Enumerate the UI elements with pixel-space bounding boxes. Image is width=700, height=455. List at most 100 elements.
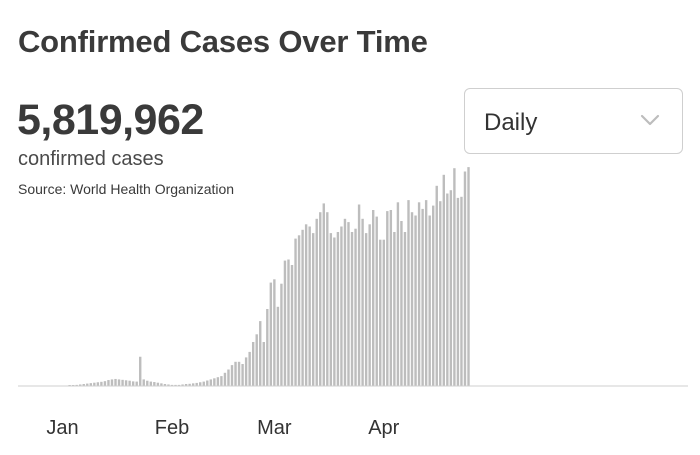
- bar: [375, 216, 378, 386]
- bar: [364, 233, 368, 386]
- bar: [326, 212, 329, 386]
- bar: [128, 380, 131, 386]
- bar: [93, 382, 96, 386]
- bar: [184, 384, 188, 386]
- bar: [400, 221, 403, 386]
- bar: [82, 384, 85, 386]
- bar: [251, 342, 255, 386]
- bar: [460, 196, 463, 386]
- bar: [379, 239, 382, 386]
- bar: [308, 226, 311, 386]
- bar: [244, 357, 248, 386]
- bar: [343, 218, 347, 386]
- bar: [389, 210, 393, 386]
- bar: [276, 306, 280, 386]
- page-title: Confirmed Cases Over Time: [18, 24, 428, 59]
- bar: [234, 361, 237, 386]
- bar: [403, 232, 407, 386]
- bar: [177, 384, 181, 386]
- bar: [424, 200, 428, 386]
- total-cases-label: confirmed cases: [18, 148, 164, 170]
- bar: [319, 212, 322, 386]
- bar: [442, 174, 445, 386]
- bar: [248, 351, 251, 386]
- bar: [396, 202, 400, 386]
- bar: [439, 201, 442, 386]
- bar: [446, 193, 449, 386]
- bar: [174, 384, 177, 386]
- interval-dropdown[interactable]: Daily: [464, 88, 683, 154]
- bar: [117, 379, 121, 386]
- bar: [421, 208, 424, 386]
- bar: [107, 380, 110, 386]
- bar: [156, 382, 160, 386]
- bar: [393, 232, 396, 386]
- bar: [347, 222, 350, 386]
- bar: [301, 229, 304, 386]
- bar: [407, 200, 410, 386]
- bar: [414, 215, 417, 386]
- bar: [417, 202, 421, 386]
- bar: [146, 380, 149, 386]
- total-cases-value: 5,819,962: [17, 96, 204, 144]
- bar: [230, 365, 234, 386]
- bar: [153, 382, 156, 386]
- bar: [435, 185, 438, 386]
- daily-cases-chart: Jan Feb Mar Apr: [18, 167, 688, 439]
- source-attribution: Source: World Health Organization: [18, 181, 235, 197]
- bar: [96, 382, 100, 386]
- bar: [220, 376, 223, 386]
- bar: [266, 309, 269, 386]
- bar: [121, 379, 124, 386]
- bar: [86, 383, 89, 386]
- bar: [311, 233, 315, 386]
- bar: [209, 379, 213, 386]
- bar: [382, 239, 385, 386]
- bar: [170, 384, 174, 386]
- bar: [354, 228, 357, 386]
- bar: [329, 233, 333, 386]
- bar: [322, 203, 325, 386]
- bar: [386, 211, 389, 386]
- bar: [135, 381, 138, 386]
- bar: [100, 381, 103, 386]
- interval-dropdown-value: Daily: [484, 109, 538, 136]
- chart-bars: [68, 167, 470, 386]
- bar: [432, 205, 435, 386]
- bar: [361, 218, 364, 386]
- bar: [110, 379, 114, 386]
- bar: [213, 378, 216, 386]
- bar: [142, 379, 145, 386]
- bar: [195, 382, 198, 386]
- bar: [188, 383, 191, 386]
- bar: [75, 384, 78, 386]
- bar: [269, 282, 273, 386]
- bar: [336, 232, 340, 386]
- bar: [368, 224, 371, 386]
- bar: [467, 167, 470, 386]
- bar: [463, 171, 467, 386]
- bar: [340, 226, 343, 386]
- bar: [273, 279, 276, 386]
- x-axis-ticks: Jan Feb Mar Apr: [46, 417, 399, 439]
- x-tick-label: Apr: [368, 417, 399, 439]
- bar: [259, 321, 262, 386]
- bar: [290, 265, 294, 386]
- bar: [410, 212, 414, 386]
- bar: [357, 204, 361, 386]
- bar: [287, 259, 290, 386]
- bar: [103, 381, 107, 386]
- bar: [124, 380, 128, 386]
- chevron-down-icon: [640, 114, 660, 126]
- bar: [453, 168, 456, 386]
- bar: [167, 384, 170, 386]
- bar: [304, 224, 308, 386]
- bar: [139, 356, 142, 386]
- bar: [89, 383, 92, 386]
- bar: [350, 232, 354, 386]
- bar: [449, 190, 453, 386]
- bar: [160, 383, 163, 386]
- x-tick-label: Jan: [46, 417, 78, 439]
- bar: [280, 283, 283, 386]
- bar: [297, 235, 301, 386]
